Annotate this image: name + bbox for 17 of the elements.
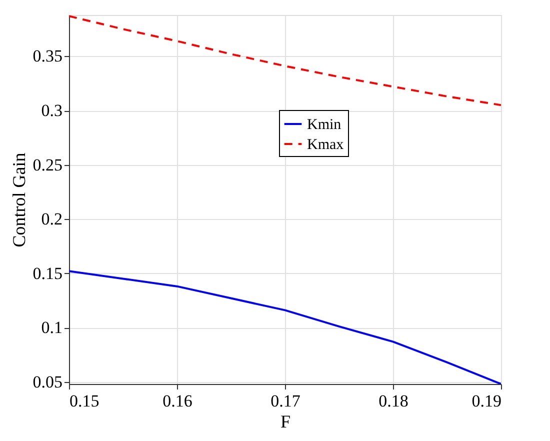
y-tick-label: 0.3 [41,101,62,120]
y-tick-label: 0.25 [32,155,62,174]
legend-label: Kmin [307,117,342,133]
x-tick-label: 0.15 [70,392,100,410]
x-tick-label: 0.19 [472,392,502,410]
x-tick-label: 0.17 [270,392,301,410]
line-series [69,15,501,106]
y-axis-title: Control Gain [8,152,29,248]
x-tick-label: 0.18 [378,392,408,410]
x-tick-label: 0.16 [162,392,192,410]
y-tick-label: 0.2 [41,210,62,229]
y-tick-label: 0.15 [32,264,62,283]
legend-label: Kmax [307,137,344,153]
y-tick-label: 0.1 [41,318,62,338]
y-tick-label: 0.35 [32,46,62,66]
x-axis-title: F [280,412,291,432]
y-tick-label: 0.05 [32,372,62,392]
